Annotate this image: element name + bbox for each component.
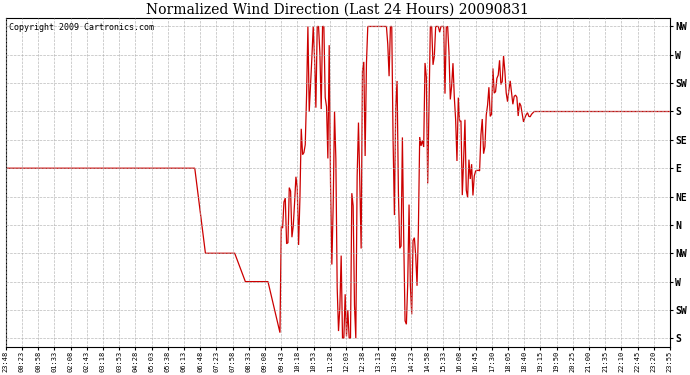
Text: Copyright 2009 Cartronics.com: Copyright 2009 Cartronics.com bbox=[9, 23, 154, 32]
Title: Normalized Wind Direction (Last 24 Hours) 20090831: Normalized Wind Direction (Last 24 Hours… bbox=[146, 3, 529, 17]
